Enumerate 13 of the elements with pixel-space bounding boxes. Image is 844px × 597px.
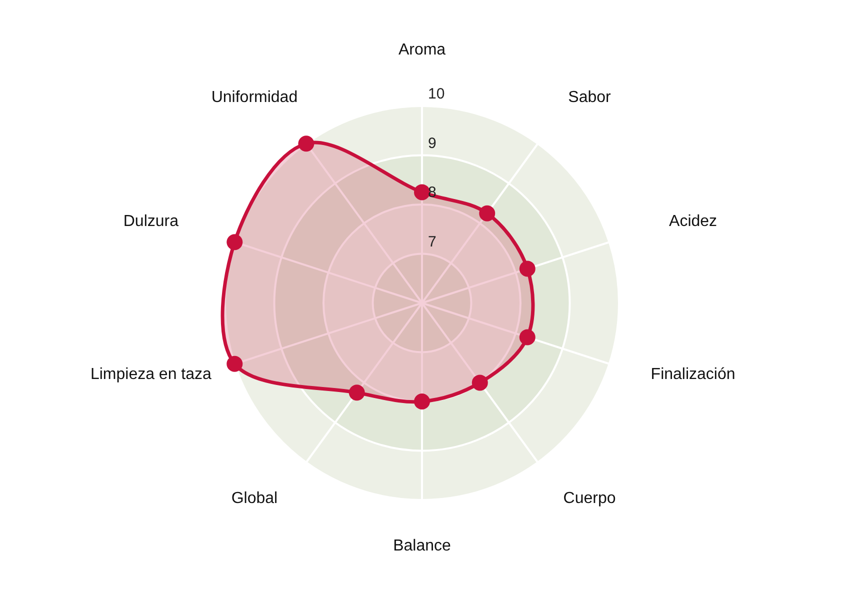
spoke-label: Acidez: [669, 212, 718, 230]
spoke-label: Finalización: [650, 366, 736, 384]
spoke-label: Limpieza en taza: [90, 366, 212, 384]
y-tick-label: 10: [428, 86, 445, 102]
spoke-label: Dulzura: [123, 212, 179, 230]
spoke-label: Balance: [393, 538, 452, 554]
spoke-label: Uniformidad: [211, 88, 298, 106]
y-tick-label: 7: [428, 233, 436, 250]
spoke-label: Cuerpo: [563, 490, 616, 508]
y-tick-label: 9: [428, 134, 436, 152]
spoke-label: Sabor: [568, 88, 612, 106]
spoke-label: Global: [231, 490, 278, 508]
spoke-label: Aroma: [398, 42, 446, 58]
